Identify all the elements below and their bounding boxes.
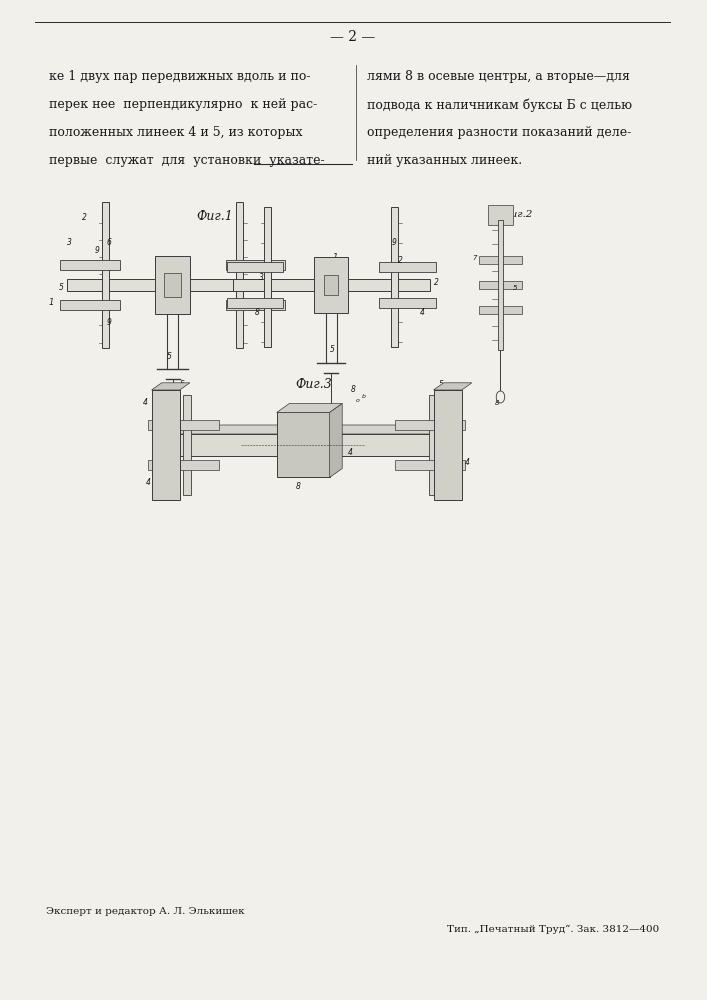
Bar: [148, 420, 218, 430]
Bar: [182, 395, 191, 495]
Text: 5: 5: [59, 283, 64, 292]
Text: 3: 3: [259, 273, 264, 282]
Text: 4: 4: [465, 458, 470, 467]
Text: определения разности показаний деле-: определения разности показаний деле-: [366, 126, 631, 139]
Text: 4: 4: [143, 398, 148, 407]
Bar: [164, 273, 181, 297]
Bar: [498, 220, 503, 350]
Text: Тип. „Печатный Труд“. Зак. 3812—400: Тип. „Печатный Труд“. Зак. 3812—400: [447, 925, 659, 934]
Bar: [226, 260, 286, 270]
Text: Фиг.3: Фиг.3: [296, 378, 332, 391]
Text: перек нее  перпендикулярно  к ней рас-: перек нее перпендикулярно к ней рас-: [49, 98, 317, 111]
Bar: [226, 300, 286, 310]
Text: 8: 8: [495, 400, 499, 406]
Text: 2: 2: [398, 256, 403, 265]
Polygon shape: [433, 383, 472, 390]
Text: 5: 5: [513, 285, 518, 291]
Bar: [264, 207, 271, 347]
Text: 2: 2: [433, 278, 438, 287]
Text: 8: 8: [255, 308, 260, 317]
Bar: [479, 306, 522, 314]
Polygon shape: [173, 425, 453, 434]
Bar: [103, 202, 110, 348]
Bar: [60, 260, 119, 270]
Text: 5: 5: [330, 346, 334, 355]
Text: Фиг.1: Фиг.1: [197, 210, 233, 223]
Bar: [227, 298, 284, 308]
Bar: [148, 460, 218, 470]
Text: 6: 6: [107, 238, 112, 247]
Bar: [276, 412, 329, 477]
Text: 8: 8: [332, 433, 336, 442]
Text: 4: 4: [419, 308, 424, 317]
Text: первые  служат  для  установки  указате-: первые служат для установки указате-: [49, 154, 325, 167]
Text: 8: 8: [296, 483, 301, 491]
Text: b: b: [361, 393, 366, 398]
Bar: [155, 256, 190, 314]
Text: 1: 1: [333, 253, 338, 262]
Bar: [488, 205, 513, 225]
Text: 8: 8: [351, 385, 356, 394]
Bar: [429, 395, 438, 495]
Text: лями 8 в осевые центры, а вторые—для: лями 8 в осевые центры, а вторые—для: [366, 70, 629, 83]
Text: 9: 9: [391, 238, 396, 247]
Bar: [67, 279, 279, 291]
Text: o: o: [356, 398, 360, 403]
Bar: [391, 207, 398, 347]
Text: 4: 4: [146, 478, 151, 487]
Bar: [325, 275, 339, 295]
Bar: [379, 262, 436, 272]
Text: 5: 5: [167, 352, 172, 361]
Bar: [379, 298, 436, 308]
Text: 7: 7: [472, 255, 477, 261]
Text: 5: 5: [180, 380, 185, 389]
Bar: [236, 202, 243, 348]
Polygon shape: [276, 403, 342, 412]
Text: 9: 9: [95, 246, 100, 255]
Bar: [315, 257, 349, 312]
Text: 2: 2: [82, 213, 87, 222]
Text: 6: 6: [169, 446, 174, 455]
Bar: [395, 420, 465, 430]
Text: Эксперт и редактор А. Л. Элькишек: Эксперт и редактор А. Л. Элькишек: [46, 907, 245, 916]
Polygon shape: [151, 383, 190, 390]
Text: 5: 5: [439, 380, 444, 389]
Text: 4: 4: [348, 448, 353, 457]
Polygon shape: [329, 403, 342, 477]
Bar: [479, 281, 522, 289]
Text: подвода к наличникам буксы Б с целью: подвода к наличникам буксы Б с целью: [366, 98, 631, 111]
Bar: [60, 300, 119, 310]
Text: 1: 1: [307, 430, 312, 439]
Bar: [479, 256, 522, 264]
Text: ний указанных линеек.: ний указанных линеек.: [366, 154, 522, 167]
Bar: [173, 434, 440, 456]
Text: 3: 3: [66, 238, 71, 247]
Text: ке 1 двух пар передвижных вдоль и по-: ке 1 двух пар передвижных вдоль и по-: [49, 70, 311, 83]
Bar: [151, 390, 180, 500]
Text: 1: 1: [49, 298, 54, 307]
Bar: [433, 390, 462, 500]
Text: 8: 8: [155, 390, 160, 399]
Text: Фиг.2: Фиг.2: [503, 210, 533, 219]
Text: 9: 9: [107, 318, 112, 327]
Text: положенных линеек 4 и 5, из которых: положенных линеек 4 и 5, из которых: [49, 126, 303, 139]
Bar: [395, 460, 465, 470]
Text: — 2 —: — 2 —: [329, 30, 375, 44]
Bar: [233, 279, 430, 291]
Bar: [227, 262, 284, 272]
